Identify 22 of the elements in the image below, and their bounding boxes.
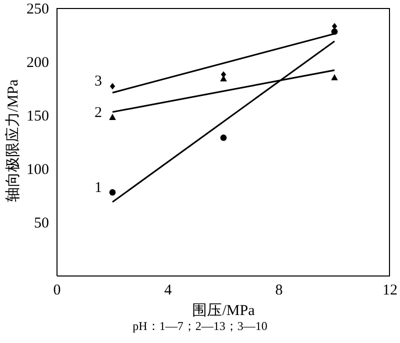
point xyxy=(331,74,338,80)
y-tick-label: 250 xyxy=(26,1,49,18)
series-label: 1 xyxy=(94,180,102,196)
point xyxy=(220,71,226,78)
point xyxy=(109,189,116,196)
x-tick-label: 4 xyxy=(164,282,172,299)
y-tick-label: 150 xyxy=(26,108,49,125)
text: pH：1—7；2—13；3—10 xyxy=(132,318,268,335)
y-tick-label: 50 xyxy=(34,216,49,232)
y-tick-label: 200 xyxy=(26,54,49,71)
y-tick-label: 100 xyxy=(26,162,49,178)
point xyxy=(220,134,227,141)
x-axis-title: 围压/MPa xyxy=(192,303,256,319)
point xyxy=(109,114,116,120)
point xyxy=(110,83,116,90)
series-label: 3 xyxy=(94,74,102,90)
y-axis-title: 轴向极限应力/MPa xyxy=(4,79,22,202)
x-tick-label: 8 xyxy=(275,282,283,299)
x-tick-label: 0 xyxy=(53,282,61,299)
point xyxy=(331,28,338,35)
x-tick-label: 12 xyxy=(382,282,398,299)
series-label: 2 xyxy=(94,104,102,121)
